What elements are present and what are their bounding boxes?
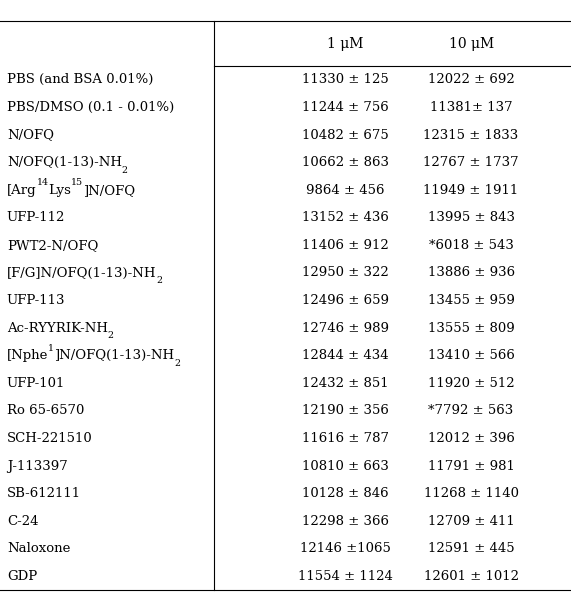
Text: 11791 ± 981: 11791 ± 981 [428,460,514,472]
Text: 12844 ± 434: 12844 ± 434 [302,349,389,362]
Text: 13555 ± 809: 13555 ± 809 [428,322,514,335]
Text: 2: 2 [174,359,180,368]
Text: 12746 ± 989: 12746 ± 989 [302,322,389,335]
Text: [Nphe: [Nphe [7,349,48,362]
Text: 10128 ± 846: 10128 ± 846 [302,487,389,500]
Text: 12432 ± 851: 12432 ± 851 [302,377,389,390]
Text: 10482 ± 675: 10482 ± 675 [302,129,389,142]
Text: 11381± 137: 11381± 137 [430,101,512,114]
Text: UFP-113: UFP-113 [7,294,65,307]
Text: UFP-112: UFP-112 [7,212,65,224]
Text: 13455 ± 959: 13455 ± 959 [428,294,514,307]
Text: 13886 ± 936: 13886 ± 936 [428,266,514,279]
Text: [F/G]N/OFQ(1-13)-NH: [F/G]N/OFQ(1-13)-NH [7,266,156,279]
Text: UFP-101: UFP-101 [7,377,65,390]
Text: 13410 ± 566: 13410 ± 566 [428,349,514,362]
Text: 12496 ± 659: 12496 ± 659 [302,294,389,307]
Text: 11330 ± 125: 11330 ± 125 [302,73,389,87]
Text: Ac-RYYRIK-NH: Ac-RYYRIK-NH [7,322,108,335]
Text: 12022 ± 692: 12022 ± 692 [428,73,514,87]
Text: 12298 ± 366: 12298 ± 366 [302,514,389,528]
Text: ]N/OFQ(1-13)-NH: ]N/OFQ(1-13)-NH [54,349,174,362]
Text: 13995 ± 843: 13995 ± 843 [428,212,514,224]
Text: *7792 ± 563: *7792 ± 563 [428,404,514,417]
Text: Naloxone: Naloxone [7,542,70,555]
Text: 11406 ± 912: 11406 ± 912 [302,239,389,252]
Text: 9864 ± 456: 9864 ± 456 [306,184,385,197]
Text: 11554 ± 1124: 11554 ± 1124 [298,570,393,583]
Text: 12190 ± 356: 12190 ± 356 [302,404,389,417]
Text: 10662 ± 863: 10662 ± 863 [302,156,389,169]
Text: 11244 ± 756: 11244 ± 756 [302,101,389,114]
Text: 1 μM: 1 μM [327,37,364,50]
Text: 2: 2 [122,166,128,175]
Text: 10810 ± 663: 10810 ± 663 [302,460,389,472]
Text: 12767 ± 1737: 12767 ± 1737 [423,156,519,169]
Text: ]N/OFQ: ]N/OFQ [83,184,135,197]
Text: 11920 ± 512: 11920 ± 512 [428,377,514,390]
Text: N/OFQ(1-13)-NH: N/OFQ(1-13)-NH [7,156,122,169]
Text: [Arg: [Arg [7,184,37,197]
Text: C-24: C-24 [7,514,38,528]
Text: 12601 ± 1012: 12601 ± 1012 [424,570,518,583]
Text: 12950 ± 322: 12950 ± 322 [302,266,389,279]
Text: 12315 ± 1833: 12315 ± 1833 [424,129,518,142]
Text: PWT2-N/OFQ: PWT2-N/OFQ [7,239,98,252]
Text: 11949 ± 1911: 11949 ± 1911 [424,184,518,197]
Text: 14: 14 [37,178,49,187]
Text: 11616 ± 787: 11616 ± 787 [302,432,389,445]
Text: GDP: GDP [7,570,37,583]
Text: 10 μM: 10 μM [448,37,494,50]
Text: 2: 2 [156,276,162,285]
Text: 12591 ± 445: 12591 ± 445 [428,542,514,555]
Text: J-113397: J-113397 [7,460,67,472]
Text: 12146 ±1065: 12146 ±1065 [300,542,391,555]
Text: 1: 1 [48,344,54,353]
Text: PBS/DMSO (0.1 - 0.01%): PBS/DMSO (0.1 - 0.01%) [7,101,174,114]
Text: N/OFQ: N/OFQ [7,129,54,142]
Text: 12709 ± 411: 12709 ± 411 [428,514,514,528]
Text: SCH-221510: SCH-221510 [7,432,93,445]
Text: 12012 ± 396: 12012 ± 396 [428,432,514,445]
Text: PBS (and BSA 0.01%): PBS (and BSA 0.01%) [7,73,153,87]
Text: Ro 65-6570: Ro 65-6570 [7,404,85,417]
Text: 11268 ± 1140: 11268 ± 1140 [424,487,518,500]
Text: *6018 ± 543: *6018 ± 543 [429,239,513,252]
Text: 2: 2 [108,331,114,340]
Text: 13152 ± 436: 13152 ± 436 [302,212,389,224]
Text: Lys: Lys [49,184,71,197]
Text: 15: 15 [71,178,83,187]
Text: SB-612111: SB-612111 [7,487,81,500]
